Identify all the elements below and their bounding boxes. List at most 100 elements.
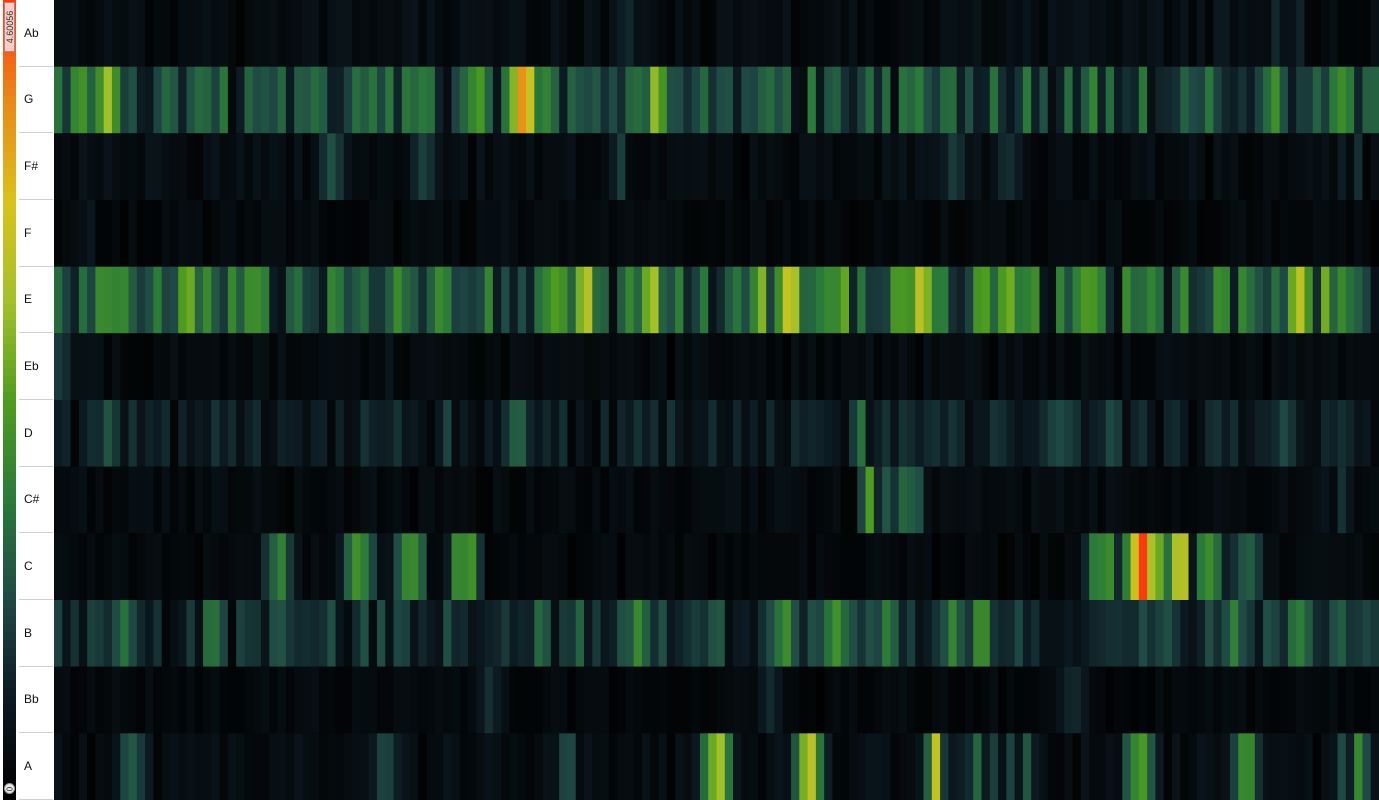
- heatmap-cell: [774, 200, 784, 267]
- heatmap-cell: [1031, 533, 1041, 600]
- heatmap-cell: [1238, 533, 1248, 600]
- heatmap-cell: [1080, 0, 1090, 67]
- heatmap-cell: [666, 0, 676, 67]
- heatmap-cell: [940, 66, 949, 134]
- heatmap-cell: [352, 533, 362, 600]
- heatmap-cell: [509, 733, 519, 800]
- heatmap-cell: [277, 0, 287, 67]
- heatmap-cell: [451, 200, 461, 267]
- heatmap-cell: [766, 533, 776, 600]
- heatmap-cell: [343, 66, 353, 134]
- heatmap-cell: [277, 66, 287, 134]
- heatmap-cell: [1138, 200, 1148, 267]
- heatmap-cell: [1006, 533, 1016, 600]
- heatmap-cell: [840, 0, 850, 67]
- heatmap-cell: [948, 600, 958, 667]
- scale-step: [3, 176, 16, 185]
- heatmap-cell: [1321, 533, 1330, 600]
- heatmap-cell: [194, 200, 204, 267]
- heatmap-cell: [1263, 266, 1272, 334]
- heatmap-cell: [459, 400, 469, 467]
- heatmap-cell: [898, 266, 908, 334]
- heatmap-cell: [1370, 466, 1379, 534]
- heatmap-cell: [376, 400, 386, 467]
- heatmap-cell: [501, 666, 511, 734]
- heatmap-cell: [575, 600, 585, 667]
- heatmap-cell: [1014, 333, 1024, 400]
- heatmap-cell: [658, 666, 668, 734]
- heatmap-cell: [335, 666, 345, 734]
- heatmap-cell: [906, 533, 916, 600]
- heatmap-cell: [1056, 400, 1065, 467]
- heatmap-cell: [592, 333, 602, 400]
- heatmap-cell: [584, 200, 593, 267]
- heatmap-cell: [128, 66, 138, 134]
- heatmap-cell: [559, 533, 569, 600]
- heatmap-cell: [1337, 533, 1347, 600]
- heatmap-cell: [757, 266, 767, 334]
- heatmap-cell: [625, 533, 635, 600]
- heatmap-cell: [542, 266, 552, 334]
- scale-step: [3, 432, 16, 441]
- heatmap-cell: [625, 600, 635, 667]
- heatmap-cell: [658, 0, 668, 67]
- heatmap-cell: [1155, 66, 1165, 134]
- heatmap-cell: [666, 200, 676, 267]
- scale-step: [3, 560, 16, 569]
- scale-step: [3, 112, 16, 121]
- heatmap-cell: [1238, 600, 1248, 667]
- heatmap-cell: [484, 733, 494, 800]
- heatmap-cell: [252, 666, 262, 734]
- heatmap-cell: [219, 200, 229, 267]
- heatmap-cell: [269, 400, 279, 467]
- heatmap-cell: [1354, 466, 1364, 534]
- heatmap-cell: [1362, 266, 1372, 334]
- heatmap-cell: [136, 666, 146, 734]
- heatmap-cell: [815, 200, 825, 267]
- heatmap-cell: [873, 733, 883, 800]
- heatmap-cell: [931, 466, 941, 534]
- heatmap-cell: [1287, 533, 1297, 600]
- heatmap-cell: [111, 66, 121, 134]
- heatmap-cell: [1304, 600, 1314, 667]
- heatmap-cell: [161, 266, 171, 334]
- heatmap-cell: [1006, 266, 1016, 334]
- scale-step: [3, 704, 16, 713]
- heatmap-cell: [791, 333, 800, 400]
- heatmap-cell: [1229, 0, 1239, 67]
- heatmap-cell: [401, 66, 411, 134]
- heatmap-cell: [294, 600, 304, 667]
- heatmap-cell: [683, 600, 693, 667]
- heatmap-cell: [161, 733, 171, 800]
- heatmap-cell: [1205, 133, 1214, 200]
- heatmap-cell: [70, 733, 80, 800]
- heatmap-cell: [608, 266, 618, 334]
- heatmap-cell: [178, 733, 188, 800]
- heatmap-cell: [757, 333, 767, 400]
- heatmap-cell: [376, 666, 386, 734]
- heatmap-cell: [542, 600, 552, 667]
- heatmap-cell: [169, 0, 179, 67]
- heatmap-cell: [186, 0, 196, 67]
- heatmap-cell: [1147, 333, 1157, 400]
- heatmap-cell: [708, 733, 718, 800]
- heatmap-cell: [385, 200, 395, 267]
- heatmap-cell: [227, 466, 237, 534]
- heatmap-cell: [733, 66, 742, 134]
- heatmap-cell: [1047, 133, 1057, 200]
- row-label-text: F#: [24, 159, 39, 174]
- heatmap-cell: [1155, 333, 1165, 400]
- scale-step: [3, 256, 16, 265]
- heatmap-cell: [1254, 333, 1264, 400]
- heatmap-cell: [1246, 200, 1256, 267]
- heatmap-cell: [327, 266, 337, 334]
- heatmap-cell: [1171, 733, 1181, 800]
- heatmap-cell: [1213, 200, 1223, 267]
- heatmap-cell: [691, 333, 701, 400]
- heatmap-cell: [1345, 533, 1355, 600]
- heatmap-row-d: [54, 400, 1379, 467]
- heatmap-cell: [111, 533, 121, 600]
- row-label-a: A: [19, 733, 53, 800]
- heatmap-cell: [865, 466, 875, 534]
- heatmap-cell: [169, 333, 179, 400]
